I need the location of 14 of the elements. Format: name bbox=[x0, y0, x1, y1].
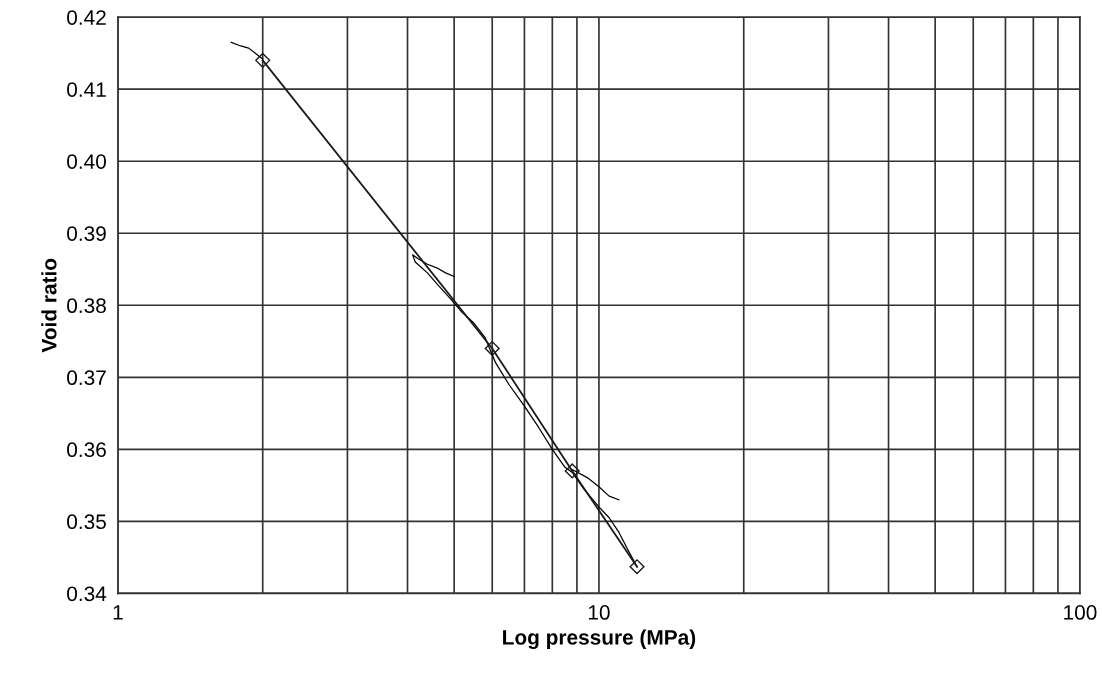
x-tick-label: 100 bbox=[1064, 605, 1097, 620]
y-tick-label: 0.40 bbox=[67, 154, 106, 169]
y-tick-label: 0.36 bbox=[67, 442, 106, 458]
y-axis-title: Void ratio bbox=[41, 258, 57, 353]
y-tick-label: 0.42 bbox=[67, 10, 106, 25]
x-axis-title: Log pressure (MPa) bbox=[503, 629, 696, 649]
x-tick-label: 1 bbox=[113, 605, 123, 620]
y-tick-label: 0.34 bbox=[67, 586, 107, 602]
y-tick-label: 0.41 bbox=[67, 82, 106, 97]
y-tick-label: 0.35 bbox=[67, 514, 106, 530]
y-tick-label: 0.39 bbox=[67, 226, 106, 241]
x-tick-label: 10 bbox=[588, 605, 610, 620]
y-tick-label: 0.37 bbox=[67, 370, 106, 386]
y-tick-label: 0.38 bbox=[67, 298, 106, 314]
